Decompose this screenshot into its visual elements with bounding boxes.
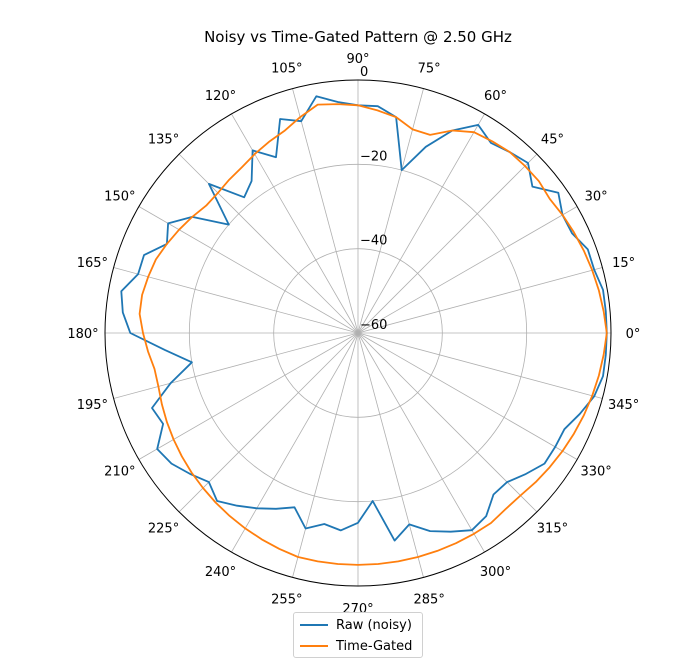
tick-labels: 0° 15° 30° 45° 60° 75° 90° 105° 120° 135° 150° 165°…	[67, 52, 640, 617]
theta-tick-285: 285°	[414, 593, 445, 608]
spoke-30	[357, 206, 578, 334]
theta-tick-0: 0°	[626, 327, 641, 342]
spoke-300	[357, 332, 485, 553]
theta-tick-105: 105°	[271, 61, 302, 76]
theta-tick-225: 225°	[148, 521, 179, 536]
theta-tick-150: 150°	[104, 190, 135, 205]
polar-grid	[104, 79, 612, 587]
theta-tick-255: 255°	[271, 593, 302, 608]
theta-tick-345: 345°	[608, 398, 639, 413]
r-tick--60: −60	[360, 318, 387, 333]
legend-item-gated: Time-Gated	[300, 636, 412, 656]
theta-tick-330: 330°	[580, 465, 611, 480]
theta-tick-60: 60°	[484, 89, 507, 104]
legend-label-gated: Time-Gated	[336, 638, 413, 654]
spoke-150	[138, 206, 359, 334]
spoke-315	[357, 332, 538, 513]
theta-tick-135: 135°	[148, 133, 179, 148]
ring--40	[273, 248, 443, 418]
series-layer	[120, 95, 608, 566]
spoke-210	[138, 332, 359, 460]
spoke-75	[357, 88, 424, 334]
spoke-105	[292, 88, 359, 334]
spoke-285	[357, 332, 424, 578]
theta-tick-75: 75°	[418, 61, 441, 76]
r-tick--20: −20	[360, 149, 387, 164]
legend-label-raw: Raw (noisy)	[336, 617, 412, 633]
spoke-195	[113, 332, 359, 399]
spoke-240	[231, 332, 359, 553]
spoke-15	[357, 267, 603, 334]
spoke-345	[357, 332, 603, 399]
theta-tick-15: 15°	[612, 256, 635, 271]
legend-item-raw: Raw (noisy)	[300, 615, 412, 635]
theta-tick-45: 45°	[541, 133, 564, 148]
series-line-raw	[120, 95, 608, 542]
spoke-330	[357, 332, 578, 460]
r-tick--40: −40	[360, 234, 387, 249]
spoke-165	[113, 267, 359, 334]
outer-frame	[104, 79, 612, 587]
spoke-60	[357, 113, 485, 334]
legend-swatch-gated	[300, 645, 328, 647]
theta-tick-120: 120°	[205, 89, 236, 104]
theta-tick-90: 90°	[346, 52, 369, 67]
legend-swatch-raw	[300, 624, 328, 626]
series-line-time-gated	[138, 103, 608, 566]
theta-tick-240: 240°	[205, 565, 236, 580]
theta-tick-300: 300°	[480, 565, 511, 580]
spoke-135	[178, 153, 359, 334]
spoke-120	[231, 113, 359, 334]
spoke-225	[178, 332, 359, 513]
legend: Raw (noisy) Time-Gated	[293, 612, 423, 658]
theta-tick-195: 195°	[77, 398, 108, 413]
spoke-255	[292, 332, 359, 578]
theta-tick-315: 315°	[537, 521, 568, 536]
theta-tick-210: 210°	[104, 465, 135, 480]
theta-tick-180: 180°	[67, 327, 98, 342]
theta-tick-30: 30°	[585, 190, 608, 205]
spoke-45	[357, 153, 538, 334]
theta-tick-165: 165°	[77, 256, 108, 271]
chart-title: Noisy vs Time-Gated Pattern @ 2.50 GHz	[204, 28, 512, 46]
ring--20	[188, 163, 528, 503]
r-tick-0: 0	[360, 65, 368, 80]
